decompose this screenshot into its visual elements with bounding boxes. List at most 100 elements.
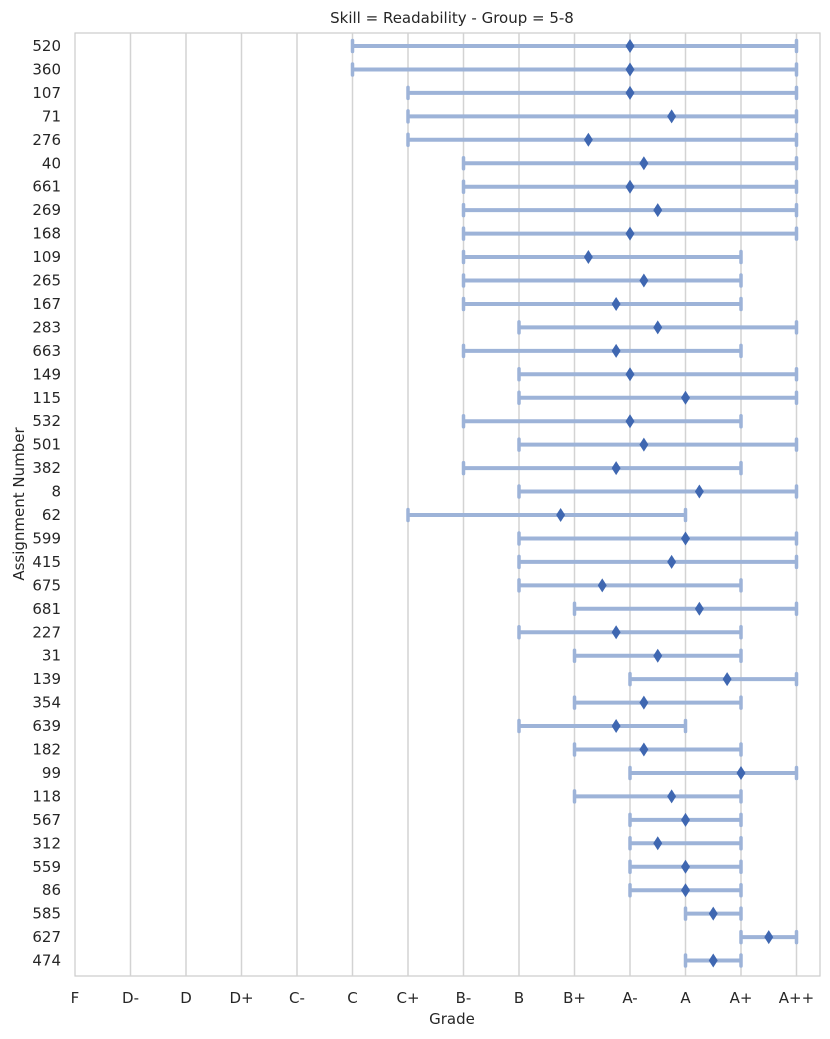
- mean-marker: [667, 789, 677, 804]
- mean-marker: [667, 554, 677, 569]
- mean-marker: [681, 531, 690, 546]
- y-tick-label: 115: [32, 389, 61, 407]
- mean-marker: [708, 906, 718, 921]
- y-tick-label: 109: [32, 248, 61, 266]
- mean-marker: [625, 62, 635, 77]
- mean-marker: [681, 859, 690, 874]
- y-tick-label: 501: [32, 436, 61, 454]
- y-tick-label: 585: [32, 905, 61, 923]
- mean-markers: [556, 39, 774, 968]
- y-tick-label: 661: [32, 178, 61, 196]
- y-tick-label: 532: [32, 412, 61, 430]
- y-axis-label: Assignment Number: [10, 426, 28, 580]
- x-tick-label: A-: [622, 989, 637, 1007]
- plot-frame: [74, 32, 821, 977]
- mean-marker: [611, 296, 621, 311]
- y-tick-label: 675: [32, 576, 61, 594]
- y-tick-label: 415: [32, 553, 61, 571]
- y-tick-label: 139: [32, 670, 61, 688]
- mean-marker: [625, 85, 635, 100]
- y-tick-label: 312: [32, 834, 61, 852]
- x-tick-label: A+: [730, 989, 753, 1007]
- y-tick-label: 354: [32, 694, 61, 712]
- y-tick-label: 62: [42, 506, 61, 524]
- mean-marker: [625, 414, 635, 429]
- y-tick-label: 167: [32, 295, 61, 313]
- y-tick-label: 107: [32, 84, 61, 102]
- y-tick-label: 276: [32, 131, 61, 149]
- mean-marker: [611, 461, 621, 476]
- x-tick-label: B-: [456, 989, 472, 1007]
- mean-marker: [611, 625, 621, 640]
- mean-marker: [625, 39, 635, 53]
- y-tick-label: 474: [32, 952, 61, 970]
- mean-marker: [611, 343, 621, 358]
- mean-marker: [681, 812, 690, 827]
- y-tick-label: 599: [32, 529, 61, 547]
- mean-marker: [583, 132, 593, 147]
- mean-marker: [583, 250, 593, 265]
- mean-marker: [694, 484, 704, 499]
- y-tick-label: 681: [32, 600, 61, 618]
- x-tick-label: D: [180, 989, 192, 1007]
- y-tick-label: 99: [42, 764, 61, 782]
- y-tick-label: 86: [42, 881, 61, 899]
- mean-marker: [639, 742, 649, 757]
- y-tick-label: 227: [32, 623, 61, 641]
- grid-lines: [129, 33, 798, 976]
- x-tick-label: A++: [779, 989, 814, 1007]
- mean-marker: [681, 883, 690, 898]
- mean-marker: [611, 719, 621, 734]
- x-tick-label: D-: [122, 989, 139, 1007]
- mean-marker: [667, 109, 677, 124]
- y-tick-label: 31: [42, 647, 61, 665]
- y-tick-label: 118: [32, 787, 61, 805]
- mean-marker: [653, 648, 663, 663]
- x-tick-label: C-: [289, 989, 305, 1007]
- y-tick-label: 265: [32, 272, 61, 290]
- y-tick-label: 269: [32, 201, 61, 219]
- mean-marker: [653, 203, 663, 218]
- y-tick-label: 168: [32, 225, 61, 243]
- mean-marker: [722, 672, 732, 687]
- y-tick-label: 382: [32, 459, 61, 477]
- chart-title: Skill = Readability - Group = 5-8: [330, 9, 574, 27]
- mean-marker: [653, 836, 663, 851]
- y-tick-label: 283: [32, 318, 61, 336]
- mean-marker: [736, 765, 746, 780]
- y-tick-label: 40: [42, 154, 61, 172]
- x-tick-label: B: [514, 989, 524, 1007]
- y-tick-label: 567: [32, 811, 61, 829]
- mean-marker: [639, 695, 649, 710]
- x-tick-label: B+: [563, 989, 586, 1007]
- y-tick-label: 360: [32, 60, 61, 78]
- mean-marker: [764, 930, 774, 945]
- y-tick-label: 559: [32, 858, 61, 876]
- x-tick-label: C: [347, 989, 357, 1007]
- y-tick-label: 71: [42, 107, 61, 125]
- y-tick-label: 520: [32, 37, 61, 55]
- mean-marker: [625, 367, 635, 382]
- mean-marker: [653, 320, 663, 335]
- mean-marker: [625, 179, 635, 194]
- y-tick-label: 149: [32, 365, 61, 383]
- mean-marker: [625, 226, 635, 241]
- mean-marker: [681, 390, 690, 405]
- mean-marker: [639, 437, 649, 452]
- mean-marker: [639, 156, 649, 171]
- y-tick-label: 627: [32, 928, 61, 946]
- y-tick-labels: 520 360 107 71 276 40 661 269 168 109 265 167 283 663…: [32, 37, 61, 970]
- mean-marker: [556, 508, 566, 522]
- x-axis-label: Grade: [429, 1010, 475, 1028]
- y-tick-label: 639: [32, 717, 61, 735]
- mean-marker: [639, 273, 649, 288]
- mean-marker: [708, 953, 718, 968]
- mean-marker: [694, 601, 704, 616]
- x-tick-label: D+: [229, 989, 253, 1007]
- x-tick-label: A: [680, 989, 691, 1007]
- mean-marker: [597, 578, 607, 593]
- x-tick-labels: F D- D D+ C- C C+ B- B B+ A- A A+ A++: [71, 989, 815, 1007]
- x-tick-label: F: [71, 989, 80, 1007]
- y-tick-label: 182: [32, 741, 61, 759]
